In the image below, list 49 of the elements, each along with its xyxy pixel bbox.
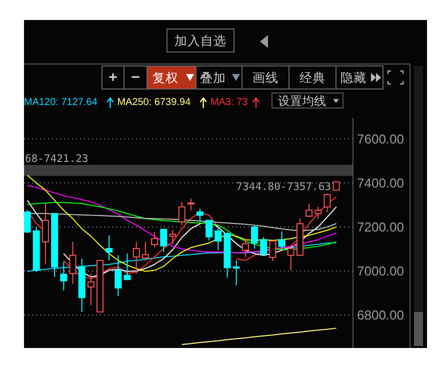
legend-label: MA250: 6739.94 (117, 97, 192, 108)
legend-label: MA120: 7127.64 (24, 97, 98, 108)
candlestick (287, 244, 294, 271)
text: 设置均线 (278, 94, 326, 108)
candlestick (87, 273, 94, 306)
candlestick (114, 254, 122, 297)
candlestick (169, 230, 176, 244)
y-tick-label: 7600.00 (357, 131, 404, 146)
y-tick-label: 7000.00 (357, 263, 404, 278)
candlestick (160, 228, 168, 253)
text: 隐藏 (340, 71, 366, 85)
text: 画线 (252, 71, 278, 85)
text: 经典 (300, 71, 326, 85)
text: 复权 (152, 71, 178, 85)
line-series (181, 328, 337, 345)
y-tick-label: 7200.00 (357, 219, 404, 234)
text: 加入自选 (174, 34, 226, 48)
y-tick-label: 6800.00 (357, 307, 404, 322)
candlestick (69, 241, 76, 284)
candlestick (206, 220, 213, 241)
candlestick (60, 261, 68, 291)
line-series (26, 174, 337, 272)
annotation: 7344.80-7357.63 (236, 181, 331, 193)
candlestick (314, 206, 322, 220)
candlestick (306, 203, 313, 218)
candlestick (42, 203, 49, 264)
candlestick (132, 241, 140, 274)
candlestick (251, 224, 258, 250)
text: + (108, 69, 118, 86)
candlestick (124, 253, 131, 281)
candlestick (178, 201, 186, 226)
candlestick (142, 241, 149, 261)
y-tick-label: 7400.00 (357, 175, 404, 190)
candlestick (196, 208, 204, 222)
legend-label: MA3: 73 (210, 97, 248, 108)
candlestick (214, 226, 222, 251)
candlestick (187, 198, 194, 211)
candlestick (324, 192, 331, 212)
band-label: 68-7421.23 (25, 152, 88, 165)
candlestick (260, 236, 268, 256)
text: − (131, 69, 140, 86)
candlestick (232, 260, 240, 286)
candlestick (24, 210, 31, 234)
candlestick (151, 232, 158, 248)
candlestick (278, 230, 286, 250)
candlestick (269, 240, 276, 262)
text: 叠加 (200, 71, 226, 85)
candlestick (106, 234, 113, 261)
candlestick (242, 238, 249, 258)
